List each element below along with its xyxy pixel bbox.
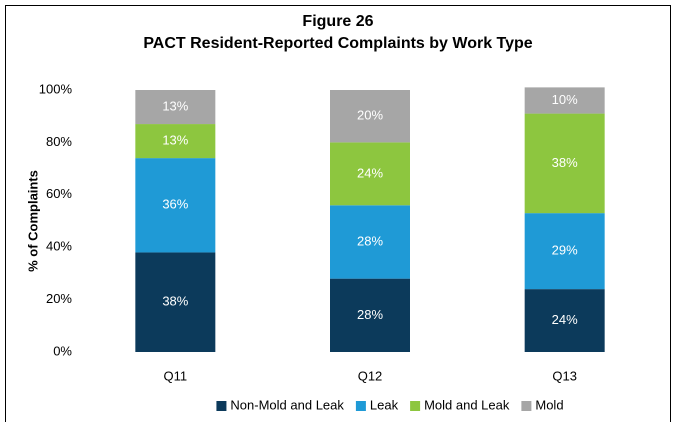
y-tick-label: 0% — [53, 343, 72, 358]
data-label: 28% — [357, 233, 383, 248]
y-tick-label: 100% — [39, 81, 73, 96]
chart-frame — [5, 5, 671, 422]
bar-segment — [135, 252, 216, 352]
data-label: 13% — [162, 98, 188, 113]
bar-segment — [524, 289, 605, 352]
data-label: 13% — [162, 133, 188, 148]
data-label: 29% — [552, 243, 578, 258]
y-axis-label: % of Complaints — [25, 170, 40, 272]
data-label: 10% — [552, 92, 578, 107]
bar-segment — [135, 158, 216, 253]
bar-segment — [524, 113, 605, 214]
y-tick-label: 20% — [46, 291, 72, 306]
data-label: 38% — [552, 155, 578, 170]
legend-label: Leak — [370, 397, 399, 412]
chart-subtitle: PACT Resident-Reported Complaints by Wor… — [143, 35, 532, 52]
x-tick-label: Q13 — [552, 368, 577, 383]
bar-segment — [330, 90, 410, 143]
data-label: 24% — [357, 165, 383, 180]
bar-segment — [330, 278, 410, 352]
legend-swatch — [355, 401, 366, 411]
data-label: 36% — [162, 197, 188, 212]
legend-swatch — [521, 401, 532, 411]
y-tick-label: 80% — [46, 134, 72, 149]
legend-swatch — [216, 401, 227, 411]
bar-segment — [524, 213, 605, 290]
bar-segment — [524, 87, 605, 114]
data-label: 20% — [357, 108, 383, 123]
data-label: 38% — [162, 294, 188, 309]
bar-segment — [330, 142, 410, 206]
bar-segment — [135, 90, 216, 125]
x-tick-label: Q11 — [164, 368, 188, 383]
data-label: 24% — [552, 312, 578, 327]
legend-label: Mold and Leak — [424, 397, 510, 412]
legend-swatch — [410, 401, 421, 411]
data-label: 28% — [357, 307, 383, 322]
legend-label: Mold — [535, 397, 563, 412]
bar-segment — [135, 124, 216, 159]
chart-title: Figure 26 — [302, 13, 373, 30]
x-tick-label: Q12 — [358, 368, 383, 383]
legend-label: Non-Mold and Leak — [230, 397, 344, 412]
y-tick-label: 40% — [46, 239, 72, 254]
bar-segment — [330, 205, 410, 279]
y-tick-label: 60% — [46, 186, 72, 201]
